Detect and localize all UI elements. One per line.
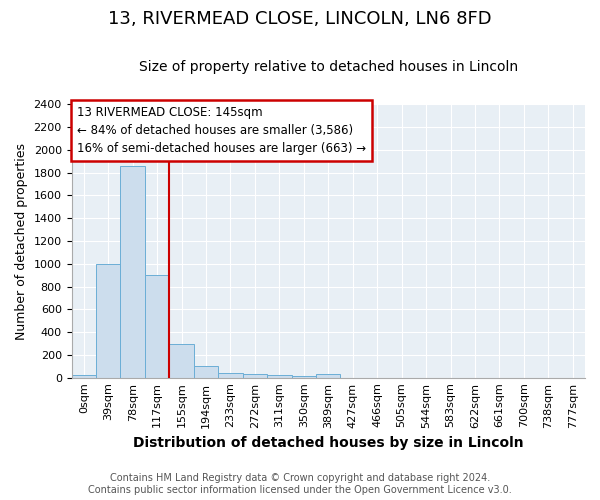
- Bar: [242, 374, 267, 378]
- Bar: [316, 374, 340, 378]
- Bar: [96, 264, 121, 378]
- Bar: [218, 372, 242, 378]
- Bar: [121, 166, 145, 378]
- Text: 13 RIVERMEAD CLOSE: 145sqm
← 84% of detached houses are smaller (3,586)
16% of s: 13 RIVERMEAD CLOSE: 145sqm ← 84% of deta…: [77, 106, 366, 154]
- Bar: [169, 344, 194, 378]
- X-axis label: Distribution of detached houses by size in Lincoln: Distribution of detached houses by size …: [133, 436, 524, 450]
- Bar: [267, 376, 292, 378]
- Bar: [71, 376, 96, 378]
- Text: Contains HM Land Registry data © Crown copyright and database right 2024.
Contai: Contains HM Land Registry data © Crown c…: [88, 474, 512, 495]
- Title: Size of property relative to detached houses in Lincoln: Size of property relative to detached ho…: [139, 60, 518, 74]
- Bar: [145, 275, 169, 378]
- Bar: [292, 376, 316, 378]
- Bar: [194, 366, 218, 378]
- Y-axis label: Number of detached properties: Number of detached properties: [15, 142, 28, 340]
- Text: 13, RIVERMEAD CLOSE, LINCOLN, LN6 8FD: 13, RIVERMEAD CLOSE, LINCOLN, LN6 8FD: [108, 10, 492, 28]
